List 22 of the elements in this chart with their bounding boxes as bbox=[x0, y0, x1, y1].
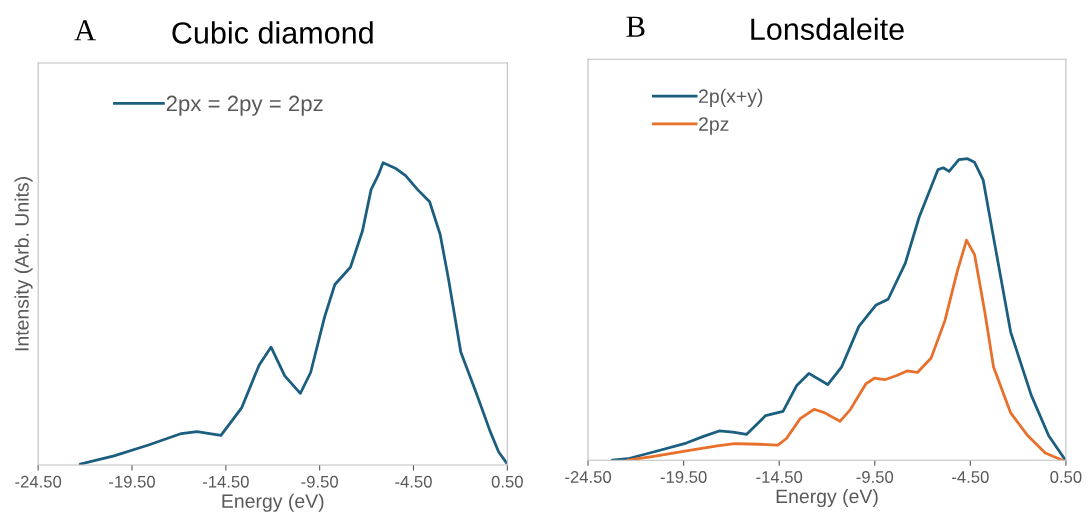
x-tick-label: -9.50 bbox=[856, 471, 894, 483]
chart-title: Lonsdaleite bbox=[751, 17, 904, 41]
text: B bbox=[626, 16, 645, 37]
x-tick-label: -24.50 bbox=[565, 471, 612, 483]
chart-title: Cubic diamond bbox=[172, 21, 373, 44]
x-tick-label: -9.50 bbox=[301, 475, 339, 488]
x-tick-label: -14.50 bbox=[756, 471, 803, 483]
x-axis-title: Energy (eV) bbox=[222, 493, 324, 512]
x-tick-label: -14.50 bbox=[202, 475, 249, 488]
legend-label: 2pz bbox=[699, 117, 729, 135]
x-tick-label: -24.50 bbox=[15, 475, 62, 488]
x-tick-label: 0.50 bbox=[491, 475, 523, 488]
x-tick-label: -4.50 bbox=[952, 471, 989, 483]
x-tick-label: 0.50 bbox=[1050, 471, 1082, 483]
x-tick-label: -19.50 bbox=[660, 471, 707, 483]
x-tick-label: -4.50 bbox=[395, 475, 432, 488]
legend-label: 2px = 2py = 2pz bbox=[166, 95, 323, 116]
y-axis-title: Intensity (Arb. Units) bbox=[14, 177, 33, 351]
x-axis-title: Energy (eV) bbox=[776, 488, 878, 508]
legend-label: 2p(x+y) bbox=[699, 88, 763, 107]
text: A bbox=[74, 20, 96, 41]
x-tick-label: -19.50 bbox=[109, 475, 155, 488]
